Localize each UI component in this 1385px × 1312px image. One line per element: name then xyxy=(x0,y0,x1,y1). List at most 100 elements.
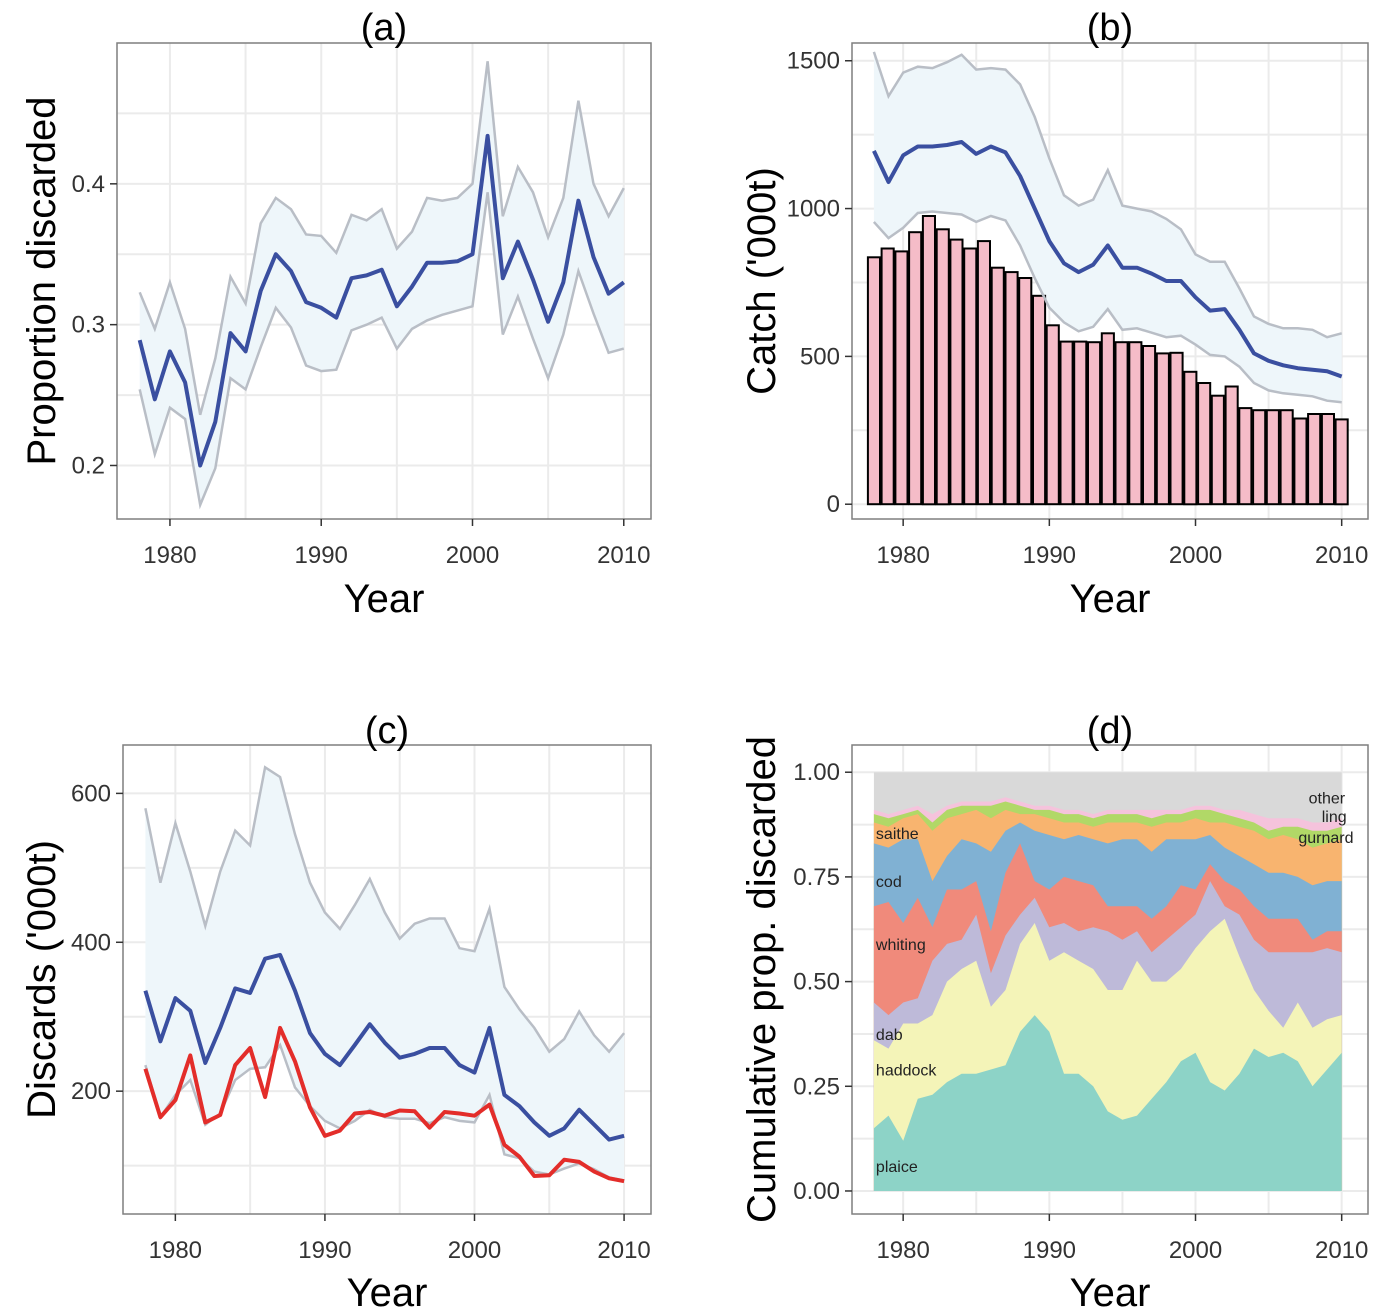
y-tick-label: 1500 xyxy=(787,48,840,75)
y-tick-label: 0 xyxy=(827,491,840,518)
catch-bar xyxy=(880,247,895,506)
panel-title: (b) xyxy=(1087,7,1133,49)
catch-bar xyxy=(1279,409,1294,506)
catch-bar xyxy=(1210,394,1225,506)
catch-bar xyxy=(1032,294,1047,506)
panel-d: plaice haddock dab whiting cod saithe gurnard l… xyxy=(740,710,1369,1312)
catch-bar xyxy=(1307,413,1322,506)
catch-bar xyxy=(894,250,909,506)
panel-title: (d) xyxy=(1087,710,1133,752)
upper-bound-line xyxy=(872,51,1343,339)
area-plaice xyxy=(873,1015,1342,1191)
catch-bar xyxy=(1073,340,1088,506)
upper-bound-line xyxy=(138,61,625,416)
catch-bar xyxy=(935,228,950,506)
y-tick-label: 0.75 xyxy=(793,864,840,891)
y-tick-label: 0.00 xyxy=(793,1178,840,1205)
species-label-other: other xyxy=(1309,790,1346,807)
panel-b: 1980 1990 2000 2010 0 500 1000 1500 (b) Year Catch… xyxy=(740,7,1369,621)
x-tick-label: 1990 xyxy=(1023,1237,1076,1264)
y-tick-label: 1.00 xyxy=(793,759,840,786)
catch-bar xyxy=(976,240,992,506)
y-tick-label: 0.3 xyxy=(72,312,105,339)
plot-frame xyxy=(851,744,1369,1215)
x-tick-label: 2010 xyxy=(1315,542,1368,569)
mean-line xyxy=(143,952,625,1142)
species-label-gurnard: gurnard xyxy=(1298,830,1353,847)
x-tick-label: 1980 xyxy=(149,1237,202,1264)
catch-bar xyxy=(1238,407,1253,506)
x-tick-label: 2010 xyxy=(597,1237,650,1264)
mean-line xyxy=(137,133,625,468)
panel-title: (c) xyxy=(365,710,409,752)
y-axis-label: Cumulative prop. discarded xyxy=(740,736,784,1223)
x-tick-label: 2010 xyxy=(1315,1237,1368,1264)
catch-bar xyxy=(963,247,978,506)
plot-frame xyxy=(116,42,652,520)
x-tick-label: 2010 xyxy=(597,542,650,569)
confidence-band xyxy=(145,767,625,1181)
catch-bar xyxy=(1004,271,1019,506)
y-tick-label: 0.25 xyxy=(793,1073,840,1100)
x-tick-label: 2000 xyxy=(1169,1237,1222,1264)
panel-a: 1980 1990 2000 2010 0.2 0.3 0.4 (a) Year Proporti… xyxy=(20,7,652,621)
catch-bar xyxy=(1018,277,1033,506)
species-label-haddock: haddock xyxy=(876,1063,937,1080)
lower-bound-line xyxy=(872,210,1342,404)
x-tick-label: 2000 xyxy=(446,542,499,569)
lower-bound-line xyxy=(138,192,625,510)
x-axis-label: Year xyxy=(1070,1271,1151,1312)
y-tick-label: 500 xyxy=(800,343,840,370)
catch-bar xyxy=(1169,351,1184,506)
species-label-cod: cod xyxy=(876,874,902,891)
catch-bar xyxy=(1293,417,1308,506)
y-tick-label: 0.50 xyxy=(793,969,840,996)
x-axis-label: Year xyxy=(347,1271,428,1312)
y-axis-label: Discards ('000t) xyxy=(20,840,64,1119)
catch-bar xyxy=(1142,345,1157,506)
x-tick-label: 2000 xyxy=(1169,542,1222,569)
species-label-ling: ling xyxy=(1322,809,1347,826)
confidence-band xyxy=(139,61,624,505)
mean-line xyxy=(872,140,1343,379)
panel-title: (a) xyxy=(361,7,407,49)
catch-bar xyxy=(1155,352,1170,506)
x-tick-label: 1980 xyxy=(876,542,929,569)
catch-bar xyxy=(1059,340,1074,506)
x-axis-label: Year xyxy=(1070,577,1151,621)
observed-line xyxy=(143,1025,625,1184)
y-tick-label: 200 xyxy=(71,1078,111,1105)
plot-frame xyxy=(122,744,652,1215)
catch-bar xyxy=(990,266,1005,506)
catch-bar xyxy=(1320,413,1336,506)
catch-bar xyxy=(1087,341,1102,506)
x-axis-label: Year xyxy=(344,577,425,621)
y-tick-label: 400 xyxy=(71,929,111,956)
x-tick-label: 1980 xyxy=(143,542,196,569)
catch-bar xyxy=(908,231,923,506)
catch-bar xyxy=(1045,324,1060,506)
species-label-dab: dab xyxy=(876,1027,903,1044)
catch-bar xyxy=(921,215,937,506)
catch-bar xyxy=(1100,332,1115,506)
y-tick-label: 600 xyxy=(71,780,111,807)
catch-bar xyxy=(1334,418,1349,506)
species-label-plaice: plaice xyxy=(876,1159,918,1176)
x-tick-label: 1980 xyxy=(876,1237,929,1264)
plot-frame xyxy=(851,42,1369,520)
y-axis-label: Catch ('000t) xyxy=(740,167,784,395)
catch-bar xyxy=(866,256,882,506)
y-axis-label: Proportion discarded xyxy=(20,96,64,465)
catch-bar xyxy=(1252,409,1267,506)
catch-bar xyxy=(1183,370,1198,506)
catch-bar xyxy=(949,238,964,506)
y-tick-label: 0.2 xyxy=(72,452,105,479)
species-label-saithe: saithe xyxy=(876,826,919,843)
x-tick-label: 1990 xyxy=(1023,542,1076,569)
catch-bar xyxy=(1224,385,1239,506)
species-label-whiting: whiting xyxy=(875,937,926,954)
catch-bar xyxy=(1197,382,1212,506)
panel-c: 1980 1990 2000 2010 200 400 600 (c) Year Discards… xyxy=(20,710,652,1312)
x-tick-label: 2000 xyxy=(448,1237,501,1264)
